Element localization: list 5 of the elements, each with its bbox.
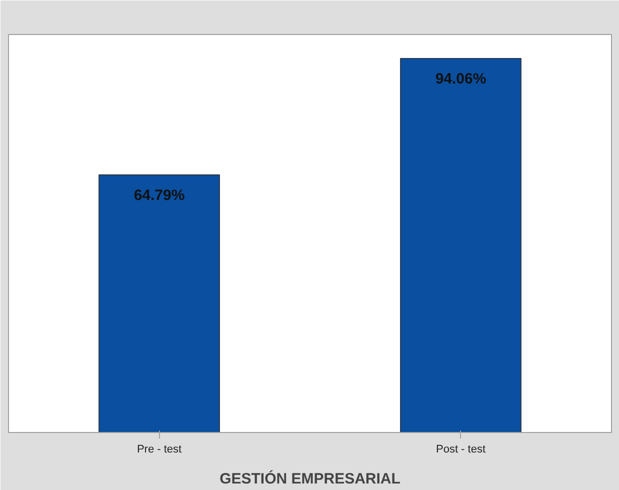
data-label: 64.79%	[134, 186, 185, 204]
x-tick-label: Pre - test	[136, 444, 182, 456]
x-axis-title: GESTIÓN EMPRESARIAL	[220, 470, 400, 488]
x-tick-label: Post - test	[436, 444, 486, 456]
data-label: 94.06%	[435, 70, 486, 88]
